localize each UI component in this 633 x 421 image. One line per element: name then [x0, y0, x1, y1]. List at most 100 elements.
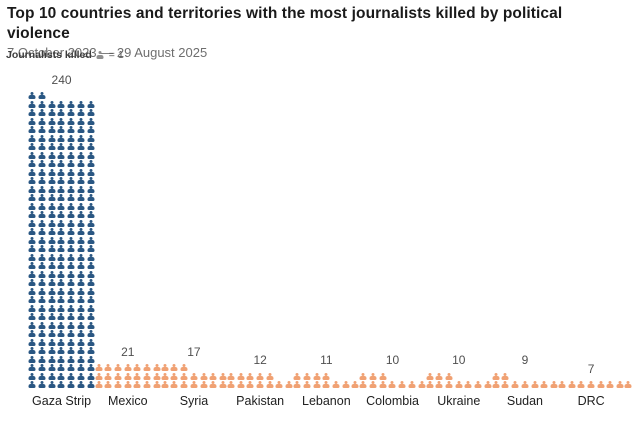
value-label: 9: [521, 353, 529, 367]
person-icon: [464, 381, 474, 390]
person-icon: [133, 364, 143, 373]
person-icon: [76, 109, 86, 118]
person-icon: [208, 372, 218, 381]
person-icon: [76, 219, 86, 228]
pictogram-column-mexico: 21 Mexico: [94, 345, 162, 409]
pictogram-column-gaza-strip: 240 Gaza Strip: [28, 73, 96, 409]
pictogram-column-lebanon: 11 Lebanon: [292, 353, 360, 408]
icon-row: [28, 168, 96, 177]
icon-row: [292, 381, 360, 390]
person-icon: [444, 381, 454, 390]
icon-row: [226, 372, 294, 381]
icon-row: [28, 338, 96, 347]
person-icon: [133, 372, 143, 381]
person-icon: [47, 151, 57, 160]
icon-row: [28, 279, 96, 288]
person-icon: [66, 202, 76, 211]
person-icon: [57, 364, 67, 373]
person-icon: [113, 381, 123, 390]
person-icon: [246, 372, 256, 381]
person-icon: [557, 381, 567, 390]
person-icon: [359, 381, 369, 390]
person-icon: [76, 194, 86, 203]
person-icon: [47, 279, 57, 288]
person-icon: [76, 168, 86, 177]
person-icon: [66, 262, 76, 271]
person-icon: [86, 262, 96, 271]
person-icon: [170, 381, 180, 390]
person-icon: [57, 236, 67, 245]
person-icon: [57, 160, 67, 169]
person-icon: [57, 321, 67, 330]
chart-header: Top 10 countries and territories with th…: [7, 4, 629, 61]
person-icon: [37, 143, 47, 152]
person-icon: [321, 372, 331, 381]
person-icon: [586, 381, 596, 390]
person-icon: [37, 100, 47, 109]
chart-title: Top 10 countries and territories with th…: [7, 5, 563, 42]
person-icon: [123, 381, 133, 390]
person-icon: [57, 304, 67, 313]
person-icon: [47, 117, 57, 126]
person-icon: [28, 219, 38, 228]
person-icon: [103, 364, 113, 373]
person-icon: [86, 134, 96, 143]
person-icon: [473, 381, 483, 390]
icon-row: [28, 194, 96, 203]
person-icon: [47, 296, 57, 305]
person-icon: [331, 381, 341, 390]
person-icon: [37, 160, 47, 169]
person-icon: [425, 381, 435, 390]
icon-row: [28, 160, 96, 169]
person-icon: [47, 245, 57, 254]
person-icon: [86, 219, 96, 228]
person-icon: [454, 381, 464, 390]
person-icon: [113, 372, 123, 381]
person-icon: [28, 338, 38, 347]
person-icon: [57, 219, 67, 228]
person-icon: [76, 134, 86, 143]
category-label: Lebanon: [302, 394, 351, 408]
person-icon: [123, 372, 133, 381]
icon-row: [557, 381, 625, 390]
person-icon: [170, 372, 180, 381]
person-icon: [37, 330, 47, 339]
pictogram-column-ukraine: 10 Ukraine: [425, 353, 493, 408]
pictogram-column-clipped: [623, 381, 633, 390]
icon-row: [28, 236, 96, 245]
person-icon: [113, 364, 123, 373]
person-icon: [302, 381, 312, 390]
person-icon: [57, 228, 67, 237]
person-icon: [86, 126, 96, 135]
person-icon: [57, 151, 67, 160]
person-icon: [501, 381, 511, 390]
person-icon: [76, 245, 86, 254]
icon-row: [292, 372, 360, 381]
person-icon: [510, 381, 520, 390]
person-icon: [66, 177, 76, 186]
person-icon: [37, 194, 47, 203]
person-icon: [103, 381, 113, 390]
category-label: Colombia: [366, 394, 419, 408]
person-icon: [66, 381, 76, 390]
person-icon: [86, 194, 96, 203]
icon-row: [28, 355, 96, 364]
person-icon: [292, 372, 302, 381]
person-icon: [577, 381, 587, 390]
category-label: Gaza Strip: [32, 394, 92, 408]
person-icon: [47, 304, 57, 313]
person-icon: [57, 194, 67, 203]
person-icon: [359, 372, 369, 381]
person-icon: [76, 202, 86, 211]
person-icon: [28, 168, 38, 177]
person-icon: [86, 296, 96, 305]
person-icon: [236, 372, 246, 381]
person-icon: [76, 253, 86, 262]
person-icon: [76, 151, 86, 160]
person-icon: [94, 372, 104, 381]
person-icon: [76, 321, 86, 330]
person-icon: [28, 270, 38, 279]
person-icon: [66, 296, 76, 305]
person-icon: [76, 177, 86, 186]
value-label: 21: [121, 344, 135, 359]
